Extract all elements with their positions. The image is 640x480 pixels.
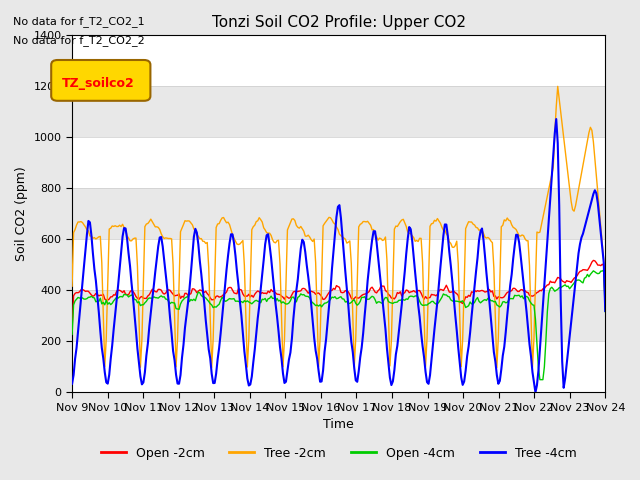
Bar [72, 86, 605, 137]
Bar [72, 341, 605, 393]
X-axis label: Time: Time [323, 419, 354, 432]
Text: TZ_soilco2: TZ_soilco2 [62, 77, 135, 90]
Bar [72, 36, 605, 86]
Bar [72, 188, 605, 240]
Y-axis label: Soil CO2 (ppm): Soil CO2 (ppm) [15, 167, 28, 261]
Title: Tonzi Soil CO2 Profile: Upper CO2: Tonzi Soil CO2 Profile: Upper CO2 [212, 15, 466, 30]
Text: No data for f_T2_CO2_1: No data for f_T2_CO2_1 [13, 16, 145, 27]
Bar [72, 137, 605, 188]
Legend: Open -2cm, Tree -2cm, Open -4cm, Tree -4cm: Open -2cm, Tree -2cm, Open -4cm, Tree -4… [95, 442, 582, 465]
Bar [72, 240, 605, 290]
Bar [72, 290, 605, 341]
Text: No data for f_T2_CO2_2: No data for f_T2_CO2_2 [13, 35, 145, 46]
